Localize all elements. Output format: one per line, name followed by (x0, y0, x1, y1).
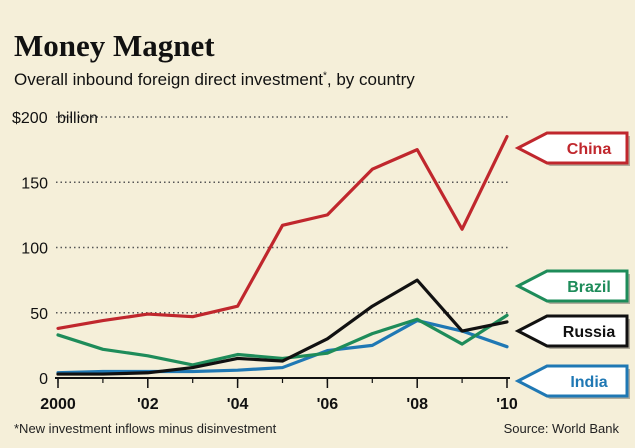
legend-tag-box (514, 314, 629, 348)
series-line-china (56, 134, 509, 331)
series-line-russia (56, 278, 509, 376)
source-note: Source: World Bank (503, 421, 619, 436)
footnote: *New investment inflows minus disinvestm… (14, 421, 277, 436)
y-tick-label: $200 (12, 110, 48, 127)
series-line-india (56, 318, 509, 375)
x-tick-label: '04 (227, 396, 249, 413)
x-tick-label: '06 (317, 396, 339, 413)
legend-tag-box (514, 364, 629, 398)
series-line-brazil (56, 313, 509, 367)
y-tick-label: 0 (39, 371, 48, 388)
legend-tag-china: China (514, 131, 630, 166)
legend-tag-box (514, 131, 629, 165)
footnote-marker: * (323, 70, 327, 82)
x-tick-label: 2000 (40, 396, 76, 413)
y-tick-label: 100 (21, 241, 48, 258)
chart-title: Money Magnet (14, 28, 215, 63)
legend-tag-brazil: Brazil (514, 269, 630, 304)
legend-label: Brazil (567, 279, 611, 296)
subtitle-text: Overall inbound foreign direct investmen… (14, 70, 323, 89)
x-tick-label: '10 (496, 396, 518, 413)
y-tick-label: 50 (30, 306, 48, 323)
legend-label: India (570, 374, 607, 391)
legend-label: Russia (563, 324, 616, 341)
x-tick-label: '02 (137, 396, 159, 413)
chart-subtitle: Overall inbound foreign direct investmen… (14, 70, 415, 90)
y-unit-label: billion (57, 110, 98, 127)
x-tick-label: '08 (406, 396, 428, 413)
legend-tag-russia: Russia (514, 314, 630, 349)
legend-tag-india: India (514, 364, 630, 399)
legend-label: China (567, 141, 612, 158)
subtitle-suffix: , by country (326, 70, 415, 89)
legend-tag-box (514, 269, 629, 303)
y-tick-label: 150 (21, 175, 48, 192)
